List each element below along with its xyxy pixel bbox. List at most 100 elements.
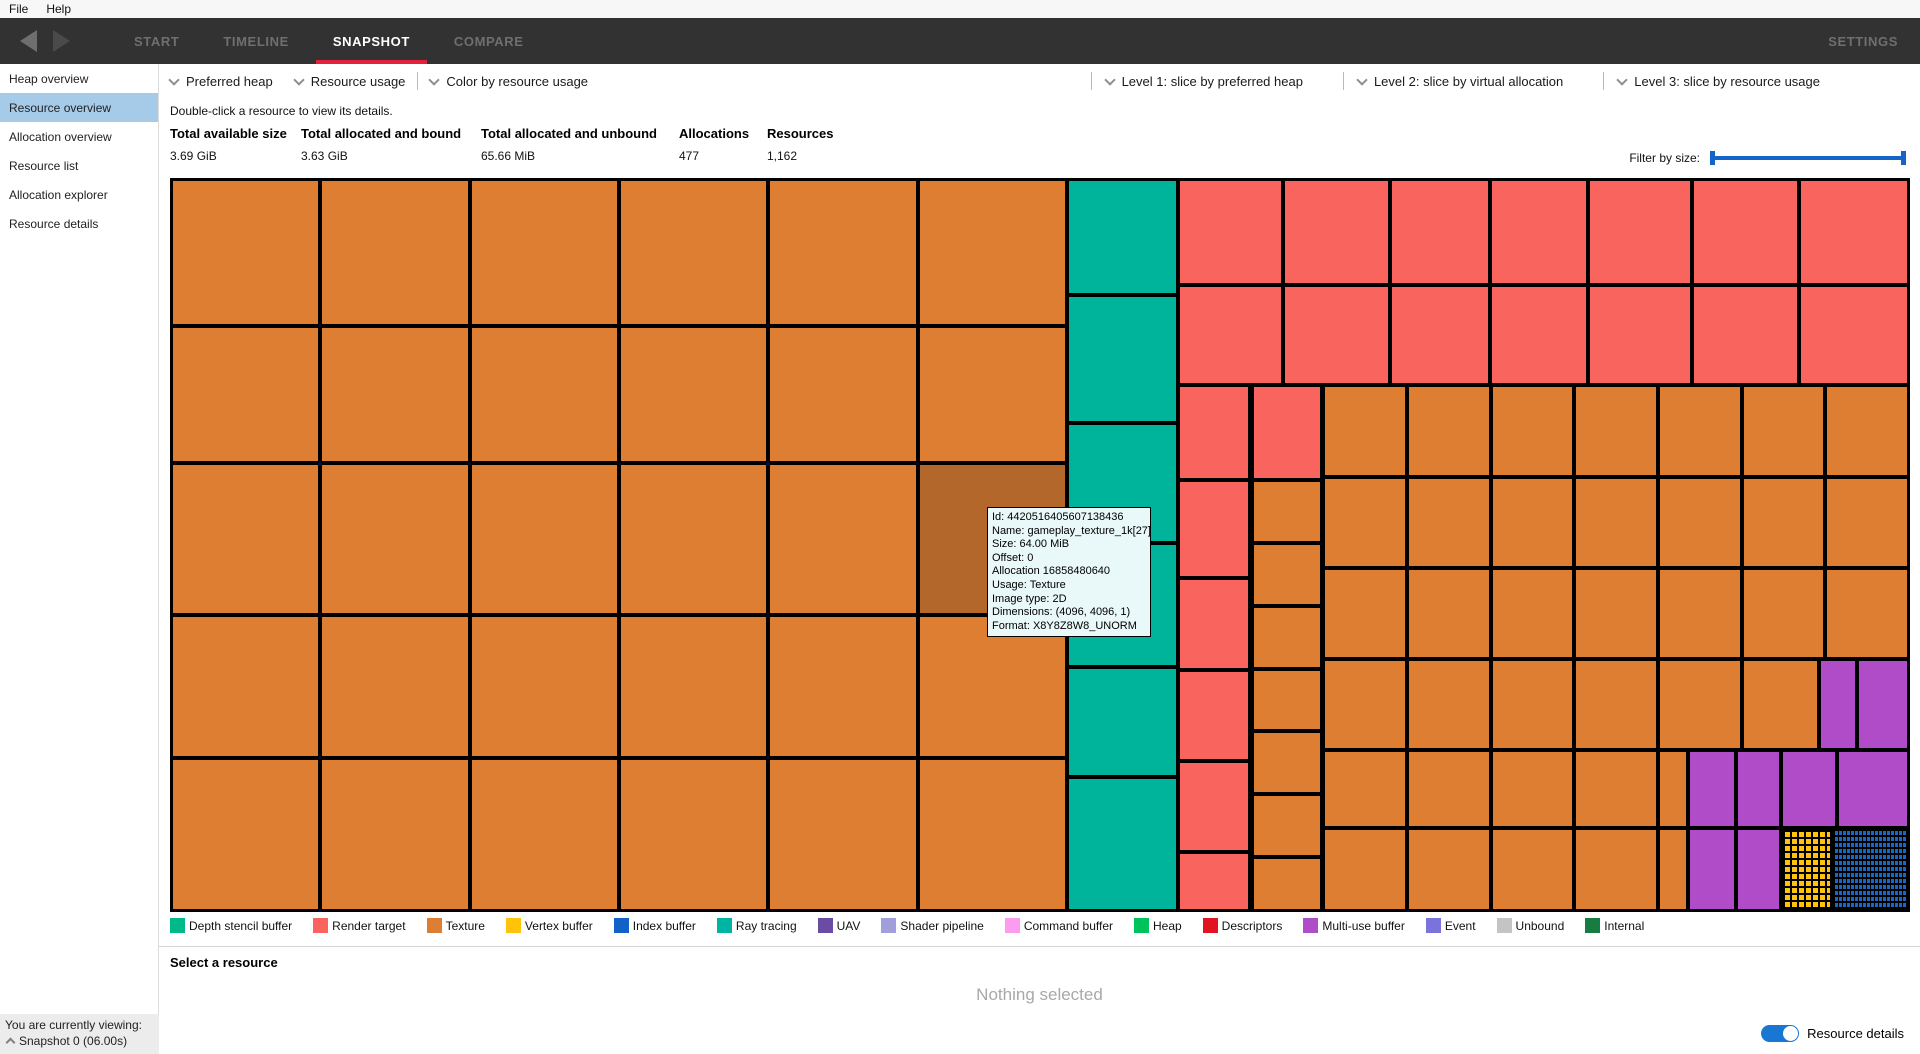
treemap-block-t[interactable] [171,325,321,464]
dropdown-preferred-heap[interactable]: Preferred heap [168,74,273,89]
treemap-block-t[interactable] [1407,658,1491,750]
treemap-block-t[interactable] [1251,731,1322,795]
treemap-block-t[interactable] [1407,567,1491,659]
treemap-block-t[interactable] [1741,658,1819,750]
treemap-block-t[interactable] [1251,668,1322,732]
tab-timeline[interactable]: TIMELINE [223,33,289,49]
treemap-block-ray[interactable] [1066,777,1178,911]
tab-compare[interactable]: COMPARE [453,33,524,49]
treemap-block-t[interactable] [1574,749,1659,829]
treemap-block-t[interactable] [619,463,769,615]
sidebar-item-allocation-explorer[interactable]: Allocation explorer [9,187,108,202]
treemap-block-t[interactable] [1323,567,1408,659]
back-arrow-icon[interactable] [20,30,37,52]
treemap-block-t[interactable] [1407,385,1491,477]
treemap-block-m[interactable] [1736,828,1782,911]
treemap-block-rt[interactable] [1389,284,1491,386]
dropdown-level-2-slice-by-virtual-allocation[interactable]: Level 2: slice by virtual allocation [1356,74,1563,89]
dropdown-resource-usage[interactable]: Resource usage [293,74,405,89]
treemap-block-rt[interactable] [1692,179,1800,285]
treemap-block-t[interactable] [1407,749,1491,829]
treemap-block-t[interactable] [1251,794,1322,857]
treemap-block-t[interactable] [1490,476,1575,568]
forward-arrow-icon[interactable] [53,30,70,52]
treemap-block-t[interactable] [320,463,470,615]
treemap-block-t[interactable] [1251,605,1322,669]
treemap-block-m[interactable] [1818,658,1857,750]
treemap-block-rt[interactable] [1177,669,1250,762]
treemap-block-rt[interactable] [1282,284,1390,386]
treemap-block-t[interactable] [1251,480,1322,543]
treemap-block-t[interactable] [1407,476,1491,568]
treemap-block-t[interactable] [1407,828,1491,911]
treemap-block-t[interactable] [1574,476,1659,568]
treemap-block-m[interactable] [1781,749,1838,829]
treemap-block-m[interactable] [1736,749,1782,829]
treemap-block-t[interactable] [171,179,321,326]
treemap-block-t[interactable] [171,614,321,759]
sidebar-item-resource-details[interactable]: Resource details [9,216,99,231]
treemap-block-rt[interactable] [1389,179,1491,285]
treemap-block-t[interactable] [1574,658,1659,750]
treemap-block-rt[interactable] [1177,480,1250,578]
treemap-block-t[interactable] [469,614,620,759]
treemap-block-t[interactable] [1323,658,1408,750]
treemap-block-t[interactable] [1251,856,1322,911]
treemap-block-t[interactable] [1323,385,1408,477]
treemap-block-rt[interactable] [1177,852,1250,911]
treemap-block-t[interactable] [1658,828,1688,911]
treemap-block-t[interactable] [320,325,470,464]
sidebar-item-allocation-overview[interactable]: Allocation overview [9,129,112,144]
treemap-block-t[interactable] [1741,476,1826,568]
size-range-slider[interactable] [1710,150,1906,166]
treemap-block-t[interactable] [1741,567,1826,659]
treemap-block-t[interactable] [469,758,620,911]
dropdown-level-3-slice-by-resource-usage[interactable]: Level 3: slice by resource usage [1616,74,1820,89]
treemap-block-m[interactable] [1837,749,1909,829]
slider-track[interactable] [1710,156,1906,160]
treemap-block-t[interactable] [1741,385,1826,477]
menu-file[interactable]: File [9,2,29,16]
treemap-block-rt[interactable] [1177,284,1283,386]
chevron-up-icon[interactable] [5,1037,16,1048]
treemap-block-ip[interactable] [1831,828,1909,911]
tab-snapshot[interactable]: SNAPSHOT [311,18,432,64]
treemap-block-t[interactable] [469,325,620,464]
treemap-block-rt[interactable] [1799,284,1909,386]
treemap-block-t[interactable] [1574,828,1659,911]
treemap-block-t[interactable] [320,758,470,911]
treemap-block-t[interactable] [768,325,918,464]
tab-settings[interactable]: SETTINGS [1828,33,1898,49]
menu-help[interactable]: Help [46,2,72,16]
treemap-block-rt[interactable] [1490,179,1589,285]
treemap-block-rt[interactable] [1177,577,1250,670]
treemap-block-t[interactable] [1825,567,1909,659]
treemap-block-t[interactable] [1658,749,1688,829]
treemap-block-t[interactable] [917,758,1067,911]
treemap-block-t[interactable] [171,463,321,615]
treemap-block-t[interactable] [917,179,1067,326]
treemap-block-t[interactable] [768,179,918,326]
sidebar-item-resource-overview[interactable]: Resource overview [0,93,158,122]
treemap-block-t[interactable] [619,179,769,326]
treemap-block-t[interactable] [1574,567,1659,659]
treemap-block-rt[interactable] [1282,179,1390,285]
treemap-block-t[interactable] [1490,385,1575,477]
treemap-block-rt[interactable] [1799,179,1909,285]
treemap-block-t[interactable] [1825,385,1909,477]
sidebar-item-resource-list[interactable]: Resource list [9,158,79,173]
treemap-block-t[interactable] [1323,828,1408,911]
snapshot-label[interactable]: Snapshot 0 (06.00s) [19,1034,128,1048]
slider-handle-max[interactable] [1901,151,1906,165]
treemap-block-rt[interactable] [1588,284,1693,386]
treemap-block-t[interactable] [1825,476,1909,568]
treemap-block-t[interactable] [619,758,769,911]
treemap-block-rt[interactable] [1251,385,1322,481]
treemap-block-t[interactable] [1658,385,1742,477]
treemap-block-t[interactable] [619,614,769,759]
treemap-block-t[interactable] [1251,542,1322,606]
treemap-block-t[interactable] [1490,658,1575,750]
treemap-block-t[interactable] [171,758,321,911]
treemap-block-t[interactable] [1658,567,1742,659]
treemap-block-t[interactable] [768,614,918,759]
